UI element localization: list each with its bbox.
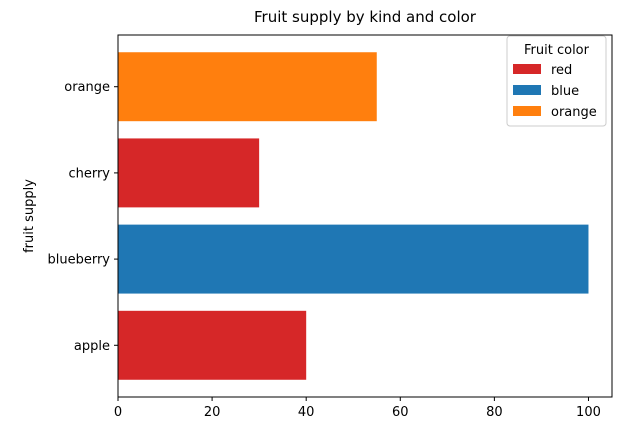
legend-swatch-blue [513, 85, 541, 95]
x-tick-label: 0 [114, 405, 122, 420]
legend-label-red: red [551, 63, 572, 78]
bars-group [118, 52, 589, 380]
y-axis-ticks: apple blueberry cherry orange [47, 80, 118, 354]
legend-label-orange: orange [551, 105, 597, 120]
y-tick-label: orange [64, 80, 110, 95]
y-tick-label: blueberry [47, 253, 110, 268]
legend-box [506, 35, 607, 127]
bar-orange [118, 52, 377, 122]
bar-cherry [118, 138, 260, 208]
legend: Fruit color red blue orange [506, 35, 607, 127]
legend-label-blue: blue [551, 84, 579, 99]
x-tick-label: 80 [486, 405, 503, 420]
x-tick-label: 20 [204, 405, 221, 420]
bar-apple [118, 310, 307, 380]
x-tick-label: 60 [392, 405, 409, 420]
chart-title: Fruit supply by kind and color [254, 8, 477, 26]
y-tick-label: cherry [68, 166, 110, 181]
plot-frame [117, 34, 613, 398]
x-tick-label: 100 [576, 405, 601, 420]
bar-blueberry [118, 224, 589, 294]
legend-swatch-orange [513, 106, 541, 116]
x-tick-label: 40 [298, 405, 315, 420]
y-axis-label: fruit supply [22, 179, 37, 253]
legend-title: Fruit color [524, 43, 590, 58]
legend-entries: red blue orange [513, 63, 597, 120]
legend-swatch-red [513, 64, 541, 74]
x-axis-ticks: 0 20 40 60 80 100 [114, 397, 601, 420]
y-tick-label: apple [74, 339, 110, 354]
